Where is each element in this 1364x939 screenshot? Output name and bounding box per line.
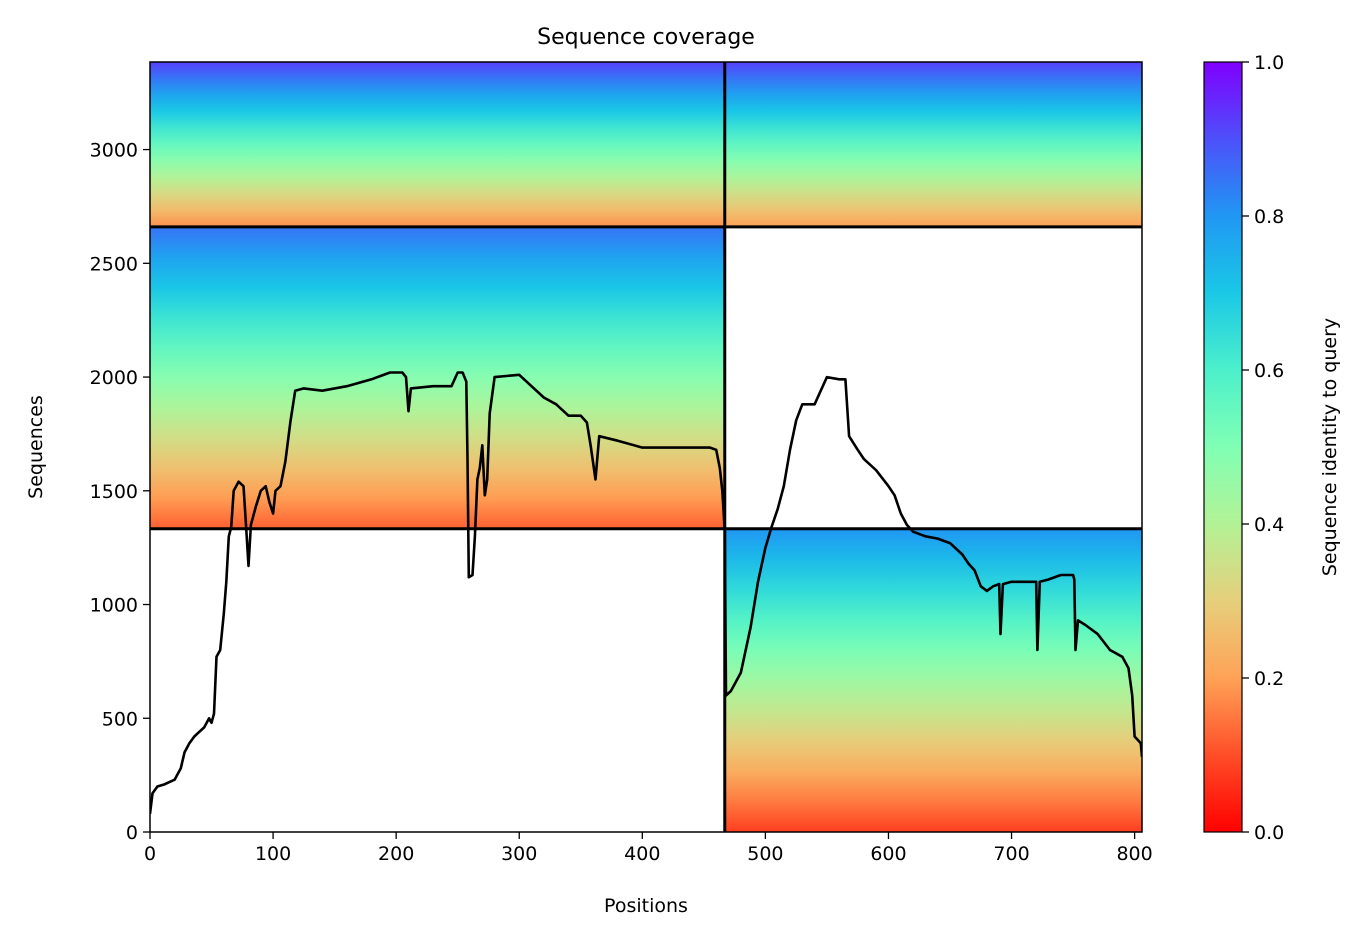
y-tick-label: 1000 bbox=[90, 595, 138, 617]
colorbar-tick-label: 1.0 bbox=[1254, 52, 1284, 74]
colorbar-ticks: 0.0 0.2 0.4 0.6 0.8 1.0 bbox=[1242, 52, 1284, 844]
x-tick-label: 100 bbox=[255, 843, 291, 865]
heatmap-blocks bbox=[150, 62, 1142, 832]
x-tick-label: 800 bbox=[1116, 843, 1152, 865]
x-tick-label: 500 bbox=[747, 843, 783, 865]
heatmap-block bbox=[724, 528, 1142, 832]
x-tick-label: 0 bbox=[144, 843, 156, 865]
heatmap-block bbox=[150, 226, 725, 529]
y-tick-label: 2500 bbox=[90, 253, 138, 275]
colorbar-tick-label: 0.8 bbox=[1254, 206, 1284, 228]
segment-boundaries bbox=[150, 62, 1142, 832]
y-tick-label: 1500 bbox=[90, 481, 138, 503]
colorbar-tick-label: 0.4 bbox=[1254, 514, 1284, 536]
y-tick-label: 0 bbox=[126, 822, 138, 844]
coverage-line bbox=[150, 371, 1142, 814]
x-tick-label: 300 bbox=[501, 843, 537, 865]
y-tick-label: 3000 bbox=[90, 140, 138, 162]
coverage-line-group bbox=[150, 371, 1142, 814]
x-tick-label: 400 bbox=[624, 843, 660, 865]
colorbar bbox=[1203, 61, 1243, 833]
y-axis-ticks: 0 500 1000 1500 2000 2500 3000 bbox=[90, 140, 150, 844]
x-axis-ticks: 0 100 200 300 400 500 600 700 800 bbox=[144, 832, 1153, 865]
heatmap-block bbox=[150, 62, 725, 227]
heatmap-block bbox=[724, 62, 1142, 227]
x-tick-label: 700 bbox=[993, 843, 1029, 865]
colorbar-tick-label: 0.6 bbox=[1254, 360, 1284, 382]
colorbar-label: Sequence identity to query bbox=[1319, 318, 1341, 576]
x-tick-label: 600 bbox=[870, 843, 906, 865]
plot-frame bbox=[149, 61, 1143, 833]
x-tick-label: 200 bbox=[378, 843, 414, 865]
y-axis-label: Sequences bbox=[25, 395, 47, 499]
chart-title: Sequence coverage bbox=[537, 25, 755, 50]
y-tick-label: 2000 bbox=[90, 367, 138, 389]
colorbar-tick-label: 0.2 bbox=[1254, 668, 1284, 690]
colorbar-tick-label: 0.0 bbox=[1254, 822, 1284, 844]
y-tick-label: 500 bbox=[102, 708, 138, 730]
x-axis-label: Positions bbox=[604, 895, 688, 917]
